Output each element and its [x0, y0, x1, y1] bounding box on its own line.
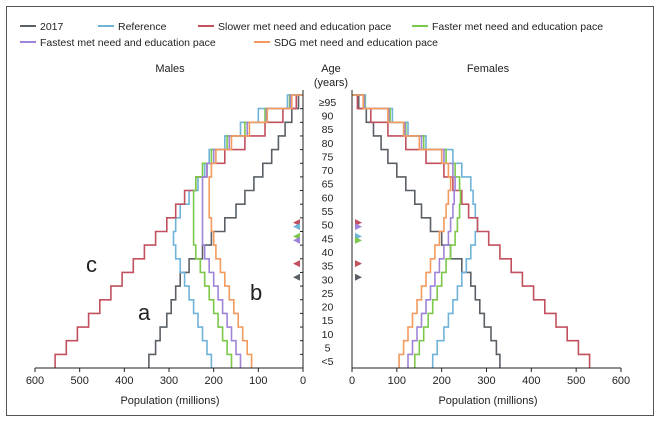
x-tick-label-right-2: 200 [432, 375, 450, 387]
age-tick-label-19: ≥95 [319, 97, 337, 109]
series-males-0 [148, 94, 303, 368]
age-marker-left-4 [293, 260, 300, 268]
x-tick-label-right-6: 600 [612, 375, 630, 387]
age-tick-label-15: 75 [322, 151, 334, 163]
x-tick-label-left-3: 300 [160, 375, 178, 387]
age-tick-label-5: 25 [322, 288, 334, 300]
x-tick-label-left-6: 0 [300, 375, 306, 387]
series-females-5 [352, 94, 452, 368]
series-males-5 [208, 94, 303, 368]
age-tick-label-11: 55 [322, 206, 334, 218]
age-tick-label-0: <5 [322, 356, 334, 368]
age-axis-title-line2: (years) [314, 77, 348, 89]
age-tick-label-13: 65 [322, 179, 334, 191]
legend-label-5: SDG met need and education pace [274, 37, 438, 49]
series-females-0 [352, 94, 501, 368]
panel-title-females: Females [467, 63, 510, 75]
age-marker-right-9 [355, 236, 362, 244]
series-males-2 [54, 94, 303, 368]
age-tick-label-18: 90 [322, 110, 334, 122]
x-tick-label-left-2: 400 [115, 375, 133, 387]
age-tick-label-12: 60 [322, 192, 334, 204]
age-tick-label-14: 70 [322, 165, 334, 177]
annotation-a: a [138, 300, 151, 325]
age-tick-label-16: 80 [322, 138, 334, 150]
x-tick-label-right-4: 400 [522, 375, 540, 387]
age-marker-left-5 [293, 273, 300, 281]
age-axis-title-line1: Age [321, 63, 341, 75]
age-tick-label-2: 10 [322, 329, 334, 341]
x-axis-label-right: Population (millions) [438, 395, 537, 407]
age-tick-label-9: 45 [322, 233, 334, 245]
age-markers [293, 219, 362, 281]
series-females-2 [352, 94, 591, 368]
series-females [352, 94, 591, 368]
panel-title-males: Males [155, 63, 185, 75]
annotation-c: c [86, 252, 97, 277]
legend-label-2: Slower met need and education pace [218, 21, 392, 33]
age-tick-label-8: 40 [322, 247, 334, 259]
series-males [54, 94, 303, 368]
age-marker-right-10 [355, 260, 362, 268]
x-axis-label-left: Population (millions) [120, 395, 219, 407]
x-tick-label-left-4: 200 [204, 375, 222, 387]
legend-label-3: Faster met need and education pace [432, 21, 603, 33]
legend-label-0: 2017 [40, 21, 64, 33]
legend-label-1: Reference [118, 21, 167, 33]
legend: 2017 Reference Slower met need and educati… [20, 21, 603, 49]
age-marker-right-11 [355, 273, 362, 281]
annotation-b: b [250, 280, 262, 305]
age-marker-left-1 [293, 223, 300, 231]
x-tick-labels: 600 500 400 300 200 100 0 0 100 200 300 400 500 600 [26, 368, 630, 387]
age-tick-label-3: 15 [322, 315, 334, 327]
age-marker-left-3 [293, 236, 300, 244]
age-tick-label-17: 85 [322, 124, 334, 136]
x-tick-label-left-0: 600 [26, 375, 44, 387]
age-marker-right-7 [355, 223, 362, 231]
age-tick-label-1: 5 [325, 343, 331, 355]
x-tick-label-right-3: 300 [477, 375, 495, 387]
age-tick-label-7: 35 [322, 261, 334, 273]
age-tick-label-10: 50 [322, 220, 334, 232]
x-tick-label-right-0: 0 [349, 375, 355, 387]
x-tick-label-right-5: 500 [567, 375, 585, 387]
chart-frame [6, 6, 654, 416]
x-tick-label-right-1: 100 [388, 375, 406, 387]
x-tick-label-left-5: 100 [249, 375, 267, 387]
legend-label-4: Fastest met need and education pace [40, 37, 216, 49]
age-tick-label-4: 20 [322, 302, 334, 314]
age-tick-label-6: 30 [322, 274, 334, 286]
x-tick-label-left-1: 500 [70, 375, 88, 387]
